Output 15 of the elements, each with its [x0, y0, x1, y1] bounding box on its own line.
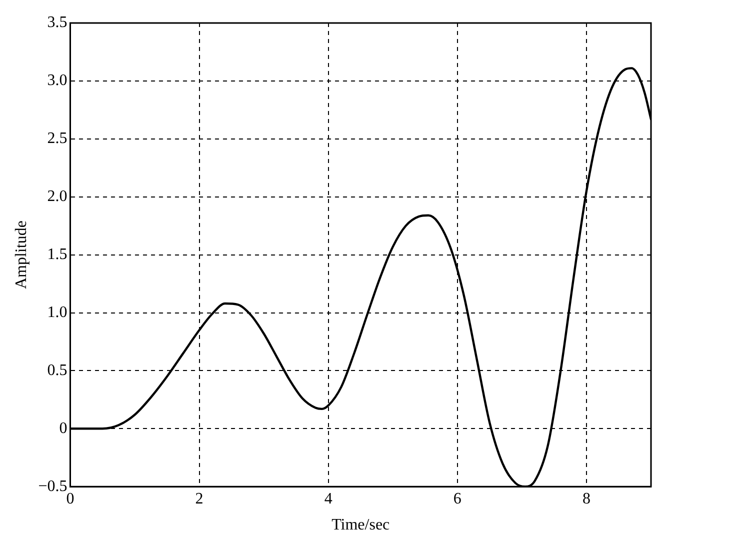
y-tick-label: 0	[59, 420, 68, 437]
y-tick-label: 3.0	[47, 72, 68, 90]
y-tick-label: 0.5	[47, 362, 68, 379]
x-tick-label: 8	[582, 490, 590, 508]
y-tick-label: 1.0	[47, 304, 68, 321]
y-tick-label: −0.5	[38, 478, 68, 495]
y-tick-label: 2.5	[47, 130, 68, 148]
y-tick-label: 2.0	[47, 188, 68, 206]
y-tick-label: 1.5	[47, 246, 68, 264]
x-tick-label: 4	[324, 490, 332, 508]
y-tick-label: 3.5	[47, 14, 68, 32]
x-tick-label: 6	[453, 490, 462, 508]
y-axis-title: Amplitude	[12, 220, 30, 290]
x-axis-title: Time/sec	[332, 516, 390, 534]
x-tick-label: 2	[195, 490, 204, 508]
